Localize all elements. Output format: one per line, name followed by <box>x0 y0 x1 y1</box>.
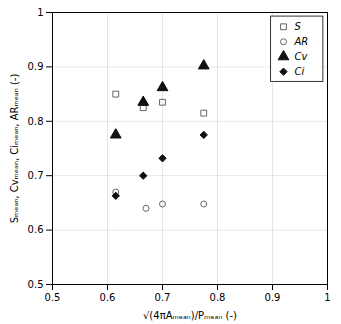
svg-text:0.7: 0.7 <box>155 292 171 303</box>
svg-text:0.7: 0.7 <box>28 170 44 181</box>
svg-text:0.9: 0.9 <box>265 292 281 303</box>
svg-text:0.6: 0.6 <box>100 292 116 303</box>
svg-text:S: S <box>295 21 302 32</box>
svg-text:Sₘₑₐₙ, Cvₘₑₐₙ, Ciₘₑₐₙ, ARₘₑₐₙ: Sₘₑₐₙ, Cvₘₑₐₙ, Ciₘₑₐₙ, ARₘₑₐₙ (-) <box>9 74 20 224</box>
svg-text:0.5: 0.5 <box>45 292 61 303</box>
svg-text:1: 1 <box>37 7 43 18</box>
svg-text:AR: AR <box>294 36 309 47</box>
svg-text:0.8: 0.8 <box>210 292 226 303</box>
svg-text:1: 1 <box>324 292 330 303</box>
svg-text:0.6: 0.6 <box>28 224 44 235</box>
svg-text:0.9: 0.9 <box>28 61 44 72</box>
svg-text:0.5: 0.5 <box>28 279 44 290</box>
svg-text:0.8: 0.8 <box>28 116 44 127</box>
svg-text:Ci: Ci <box>295 66 305 77</box>
svg-text:√(4πAₘₑₐₙ)/Pₘₑₐₙ (-): √(4πAₘₑₐₙ)/Pₘₑₐₙ (-) <box>143 310 237 321</box>
svg-text:Cv: Cv <box>295 51 309 62</box>
